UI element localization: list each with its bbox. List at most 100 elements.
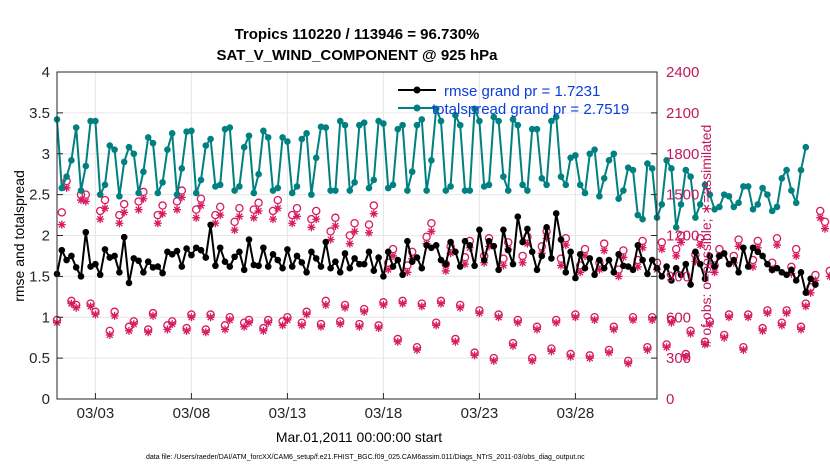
rmse-point	[466, 242, 474, 249]
obs-assimilated-point	[197, 201, 205, 210]
rmse-point	[807, 275, 814, 283]
totalspread-point	[663, 156, 670, 164]
obs-assimilated-point	[691, 257, 700, 266]
y-tick-label-left: 4	[42, 64, 50, 81]
rmse-point	[351, 255, 358, 262]
totalspread-point	[514, 121, 522, 129]
rmse-point	[332, 258, 339, 265]
obs-assimilated-point	[96, 215, 105, 224]
y-tick-label-right: 2100	[666, 105, 699, 122]
y-tick-label-left: 0	[42, 391, 50, 408]
obs-assimilated-point	[153, 219, 162, 228]
totalspread-point	[634, 211, 642, 219]
totalspread-point	[288, 189, 296, 197]
obs-assimilated-point	[648, 315, 657, 324]
rmse-point	[399, 271, 406, 279]
obs-possible-point	[191, 205, 201, 214]
totalspread-point	[428, 156, 435, 164]
rmse-point	[548, 255, 555, 262]
obs-assimilated-point	[763, 309, 772, 318]
rmse-point	[749, 244, 757, 252]
totalspread-point	[701, 181, 709, 189]
totalspread-point	[58, 184, 66, 192]
obs-assimilated-point	[384, 265, 393, 274]
totalspread-point	[365, 184, 373, 192]
obs-assimilated-point	[787, 269, 796, 278]
rmse-point	[432, 242, 440, 249]
obs-assimilated-point	[283, 315, 292, 324]
obs-assimilated-point	[633, 262, 642, 271]
obs-possible-point	[331, 213, 340, 223]
totalspread-point	[399, 121, 406, 129]
obs-assimilated-point	[307, 223, 316, 232]
rmse-point	[543, 224, 550, 231]
totalspread-point	[202, 142, 210, 149]
rmse-point	[413, 254, 421, 261]
rmse-point	[207, 221, 214, 229]
rmse-point	[260, 244, 267, 252]
rmse-point	[624, 263, 632, 270]
totalspread-point	[68, 156, 75, 164]
totalspread-point	[149, 139, 157, 147]
totalspread-point	[639, 215, 646, 223]
obs-assimilated-point	[773, 241, 781, 250]
obs-assimilated-point	[86, 302, 95, 311]
obs-assimilated-point	[681, 352, 690, 361]
obs-assimilated-point	[811, 276, 820, 285]
totalspread-point	[615, 195, 622, 203]
rmse-point	[696, 260, 704, 268]
x-tick-label: 03/18	[365, 405, 403, 422]
rmse-point	[212, 262, 219, 270]
rmse-point	[140, 268, 147, 276]
rmse-point	[245, 236, 253, 243]
obs-assimilated-point	[470, 351, 479, 360]
obs-assimilated-point	[657, 245, 666, 254]
obs-assimilated-point	[201, 328, 210, 337]
x-tick-label: 03/03	[77, 405, 115, 422]
obs-assimilated-point	[273, 204, 282, 213]
totalspread-point	[120, 158, 128, 166]
rmse-point	[509, 260, 517, 268]
rmse-point	[216, 244, 224, 252]
obs-assimilated-point	[749, 262, 757, 271]
y-tick-label-right: 600	[666, 309, 691, 326]
rmse-point	[101, 246, 109, 253]
obs-assimilated-point	[187, 313, 196, 322]
totalspread-point	[77, 187, 85, 194]
rmse-point	[740, 244, 747, 252]
rmse-point	[120, 233, 128, 241]
obs-assimilated-point	[417, 302, 426, 311]
obs-possible-point	[100, 195, 110, 205]
totalspread-point	[159, 179, 166, 186]
y-tick-label-left: 1	[42, 309, 50, 326]
obs-assimilated-point	[432, 321, 441, 330]
rmse-point	[600, 264, 608, 272]
totalspread-point	[533, 125, 541, 133]
rmse-point	[384, 248, 392, 256]
rmse-point	[183, 245, 190, 252]
obs-assimilated-point	[561, 241, 570, 250]
rmse-point	[701, 275, 709, 283]
rmse-point	[456, 263, 464, 270]
rmse-point	[442, 260, 450, 268]
rmse-point	[77, 273, 85, 280]
obs-assimilated-point	[499, 261, 508, 270]
obs-assimilated-point	[461, 260, 469, 269]
obs-assimilated-point	[523, 239, 532, 248]
totalspread-point	[797, 166, 805, 174]
obs-assimilated-point	[547, 347, 556, 356]
obs-assimilated-point	[317, 322, 325, 331]
x-tick-label: 03/23	[461, 405, 499, 422]
obs-assimilated-point	[264, 318, 273, 327]
totalspread-point	[668, 165, 675, 172]
obs-assimilated-point	[331, 221, 340, 230]
obs-assimilated-point	[619, 253, 628, 262]
obs-possible-point	[350, 218, 359, 228]
series-totalspread	[53, 105, 810, 231]
totalspread-point	[308, 191, 315, 198]
rmse-point	[322, 238, 330, 246]
data-series	[52, 105, 830, 368]
rmse-point	[336, 268, 344, 276]
totalspread-point	[154, 189, 162, 197]
totalspread-point	[442, 187, 450, 194]
